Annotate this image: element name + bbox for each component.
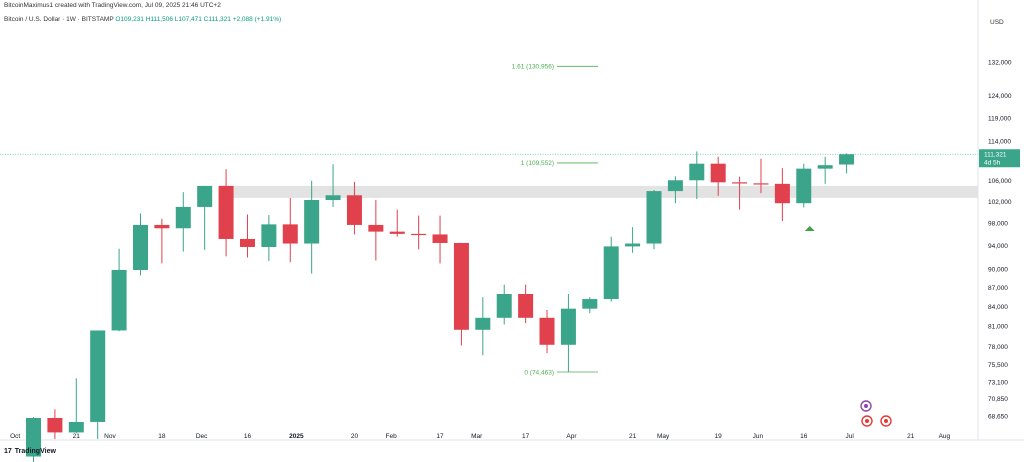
symbol-name[interactable]: Bitcoin / U.S. Dollar · 1W · BITSTAMP [4, 16, 114, 23]
x-tick-label: Apr [566, 433, 577, 440]
y-tick-label: 70,850 [988, 396, 1008, 403]
x-tick-label: 20 [351, 433, 359, 440]
candle-body [261, 224, 277, 247]
tradingview-logo-icon: 17 [4, 448, 12, 455]
price-change: +2,088 (+1.91%) [232, 16, 282, 23]
tradingview-wordmark: TradingView [14, 448, 56, 455]
candle-body [132, 224, 148, 270]
candle-body [646, 191, 662, 244]
candle-body [26, 417, 42, 457]
candle-body [732, 182, 748, 184]
current-price-tag [979, 149, 1020, 168]
candle-body [411, 233, 427, 236]
x-tick-label: 21 [73, 433, 81, 440]
y-tick-label: 87,000 [988, 285, 1008, 292]
candle-body [603, 246, 619, 300]
x-tick-label: Aug [939, 433, 951, 440]
x-tick-label: Jun [753, 433, 764, 440]
candle-body [689, 163, 705, 181]
chart-credit: BitcoinMaximus1 created with TradingView… [4, 2, 221, 9]
candle-body [817, 165, 833, 169]
candle-body [325, 195, 341, 201]
y-tick-label: 90,000 [988, 267, 1008, 274]
candle-body [774, 183, 790, 204]
candle-body [710, 163, 726, 183]
y-tick-label: 98,000 [988, 221, 1008, 228]
x-tick-label: Oct [10, 433, 20, 440]
x-tick-label: 17 [436, 433, 444, 440]
candle-body [625, 243, 641, 247]
y-tick-label: 102,000 [988, 199, 1012, 206]
candle-body [539, 317, 555, 345]
candle-body [432, 234, 448, 243]
candle-body [839, 154, 855, 165]
current-price-value: 111,321 [984, 151, 1007, 158]
x-tick-label: 17 [522, 433, 530, 440]
candle-body [582, 299, 598, 309]
event-icon-dot [864, 404, 868, 408]
fib-level-label: 1 (109,552) [521, 160, 554, 167]
candle-body [68, 421, 84, 433]
candle-body [796, 168, 812, 204]
y-tick-label: 73,100 [988, 379, 1008, 386]
candle-body [368, 224, 384, 232]
candle-body [175, 206, 191, 229]
candle-body [496, 293, 512, 318]
candle-body [111, 269, 127, 331]
candle-body [518, 293, 534, 318]
x-tick-label: Feb [386, 433, 398, 440]
y-tick-label: 81,000 [988, 324, 1008, 331]
y-tick-label: 119,000 [988, 115, 1011, 122]
candle-body [753, 183, 769, 185]
candle-body [475, 317, 491, 330]
y-tick-label: 68,650 [988, 413, 1008, 420]
fib-level-label: 0 (74,463) [524, 369, 554, 376]
candle-body [667, 180, 683, 192]
fib-level-label: 1.61 (130,956) [512, 64, 554, 71]
candle-body [282, 224, 298, 244]
candle-body [90, 330, 106, 422]
candle-body [453, 242, 469, 330]
y-tick-label: 84,000 [988, 304, 1008, 311]
y-tick-label: 94,000 [988, 243, 1008, 250]
ohlc-values: O109,231 H111,506 L107,471 C111,321 [115, 16, 231, 23]
y-tick-label: 106,000 [988, 178, 1012, 185]
candle-body [304, 200, 320, 244]
x-tick-label: 19 [715, 433, 723, 440]
candle-body [218, 185, 234, 239]
x-tick-label: 21 [629, 433, 637, 440]
x-tick-label: May [657, 433, 670, 440]
y-tick-label: 78,000 [988, 344, 1008, 351]
x-tick-label: 18 [158, 433, 166, 440]
candle-body [197, 185, 213, 207]
event-icon-dot [865, 419, 869, 423]
x-tick-label: 16 [800, 433, 808, 440]
x-tick-label: Nov [104, 433, 116, 440]
candle-countdown: 4d 5h [984, 159, 1001, 166]
x-tick-label: Jul [845, 433, 854, 440]
candle-body [346, 195, 362, 225]
y-tick-label: 114,000 [988, 139, 1011, 146]
y-tick-label: 75,500 [988, 362, 1008, 369]
y-tick-label: 132,000 [988, 59, 1012, 66]
x-tick-label: 16 [244, 433, 252, 440]
x-tick-label: Dec [196, 433, 208, 440]
signal-triangle-icon [804, 226, 815, 231]
candle-body [560, 308, 576, 345]
candle-body [239, 238, 255, 247]
candle-body [389, 231, 405, 234]
candle-body [47, 417, 63, 433]
x-tick-label: Mar [471, 433, 483, 440]
x-tick-label: 21 [907, 433, 915, 440]
event-icon-dot [884, 419, 888, 423]
y-tick-label: 124,000 [988, 93, 1012, 100]
resistance-zone [224, 185, 978, 198]
x-tick-label: 2025 [289, 433, 304, 440]
candle-body [154, 224, 170, 229]
tradingview-logo[interactable]: 17 TradingView [4, 448, 56, 455]
symbol-info-line: Bitcoin / U.S. Dollar · 1W · BITSTAMP O1… [4, 16, 281, 23]
currency-label[interactable]: USD [990, 19, 1004, 26]
